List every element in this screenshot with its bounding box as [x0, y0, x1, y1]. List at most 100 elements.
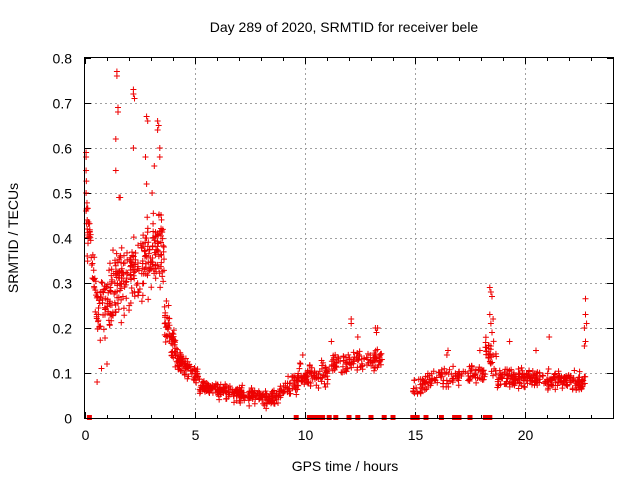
data-point: [170, 327, 177, 334]
data-point: [238, 393, 245, 400]
data-point: [95, 311, 102, 318]
data-point: [133, 281, 140, 288]
zero-value-marker: [311, 415, 317, 420]
data-point: [486, 311, 493, 318]
data-point: [166, 315, 173, 322]
data-point: [174, 346, 181, 353]
data-point: [365, 360, 372, 367]
data-point: [96, 324, 103, 331]
data-point: [443, 352, 450, 358]
data-point: [118, 265, 125, 272]
data-point: [339, 363, 346, 370]
data-point: [487, 289, 494, 295]
data-point: [516, 370, 523, 377]
data-point: [142, 154, 149, 160]
data-point: [112, 308, 119, 315]
data-point: [159, 229, 166, 236]
data-point: [498, 373, 505, 380]
data-point: [164, 326, 171, 333]
data-point: [161, 320, 168, 327]
data-points: [83, 68, 590, 420]
data-point: [316, 368, 323, 375]
data-point: [376, 354, 383, 361]
zero-value-marker: [293, 415, 299, 420]
data-point: [151, 163, 158, 169]
data-point: [462, 368, 469, 375]
data-point: [115, 109, 121, 115]
data-point: [204, 383, 211, 390]
data-point: [252, 393, 259, 400]
data-point: [502, 381, 509, 388]
data-point: [135, 267, 142, 274]
data-point: [560, 375, 567, 382]
data-point: [142, 247, 149, 254]
data-point: [487, 343, 494, 349]
data-point: [155, 265, 162, 272]
data-point: [510, 380, 517, 387]
data-point: [287, 390, 294, 397]
data-point: [545, 385, 552, 392]
data-point: [156, 145, 163, 151]
data-point: [120, 278, 127, 285]
data-point: [121, 283, 128, 290]
data-point: [452, 370, 459, 377]
data-point: [305, 378, 312, 385]
data-point: [118, 244, 125, 251]
data-point: [371, 367, 378, 374]
data-point: [545, 366, 552, 373]
data-point: [410, 388, 417, 395]
data-point: [555, 368, 562, 375]
data-point: [289, 374, 296, 381]
data-point: [249, 389, 256, 396]
data-point: [150, 234, 157, 241]
data-point: [126, 307, 133, 314]
data-point: [119, 293, 126, 300]
data-point: [102, 334, 109, 341]
data-point: [564, 382, 571, 389]
x-tick-label: 5: [192, 427, 200, 443]
data-point: [135, 289, 142, 296]
data-point: [156, 154, 163, 160]
data-point: [422, 373, 429, 380]
data-point: [582, 295, 589, 302]
data-point: [536, 369, 543, 376]
data-point: [88, 262, 95, 269]
data-point: [263, 405, 270, 412]
data-point: [112, 262, 119, 269]
data-point: [322, 364, 329, 371]
data-point: [206, 389, 213, 396]
data-point: [417, 389, 424, 396]
data-point: [95, 317, 102, 324]
data-point: [320, 372, 327, 379]
data-point: [370, 358, 377, 365]
data-point: [178, 367, 185, 374]
x-tick-label: 20: [518, 427, 534, 443]
data-point: [132, 250, 139, 257]
data-point: [213, 389, 220, 396]
data-point: [293, 386, 300, 393]
data-point: [92, 278, 99, 285]
data-point: [506, 383, 513, 390]
data-point: [563, 377, 570, 384]
data-point: [150, 220, 157, 227]
data-point: [262, 388, 269, 395]
zero-value-marker: [355, 415, 361, 420]
data-point: [104, 281, 111, 288]
y-tick-label: 0.7: [53, 96, 73, 112]
data-point: [489, 329, 495, 336]
data-point: [192, 373, 199, 380]
data-point: [257, 391, 264, 398]
data-point: [248, 384, 255, 391]
data-point: [150, 210, 157, 217]
data-point: [94, 379, 101, 385]
data-point: [246, 402, 253, 409]
data-point: [161, 303, 168, 310]
data-point: [374, 346, 381, 353]
data-point: [144, 118, 151, 124]
data-point: [364, 356, 371, 363]
data-point: [231, 399, 238, 406]
data-point: [179, 357, 186, 364]
data-point: [130, 145, 137, 151]
data-point: [190, 376, 197, 383]
data-point: [191, 377, 198, 384]
